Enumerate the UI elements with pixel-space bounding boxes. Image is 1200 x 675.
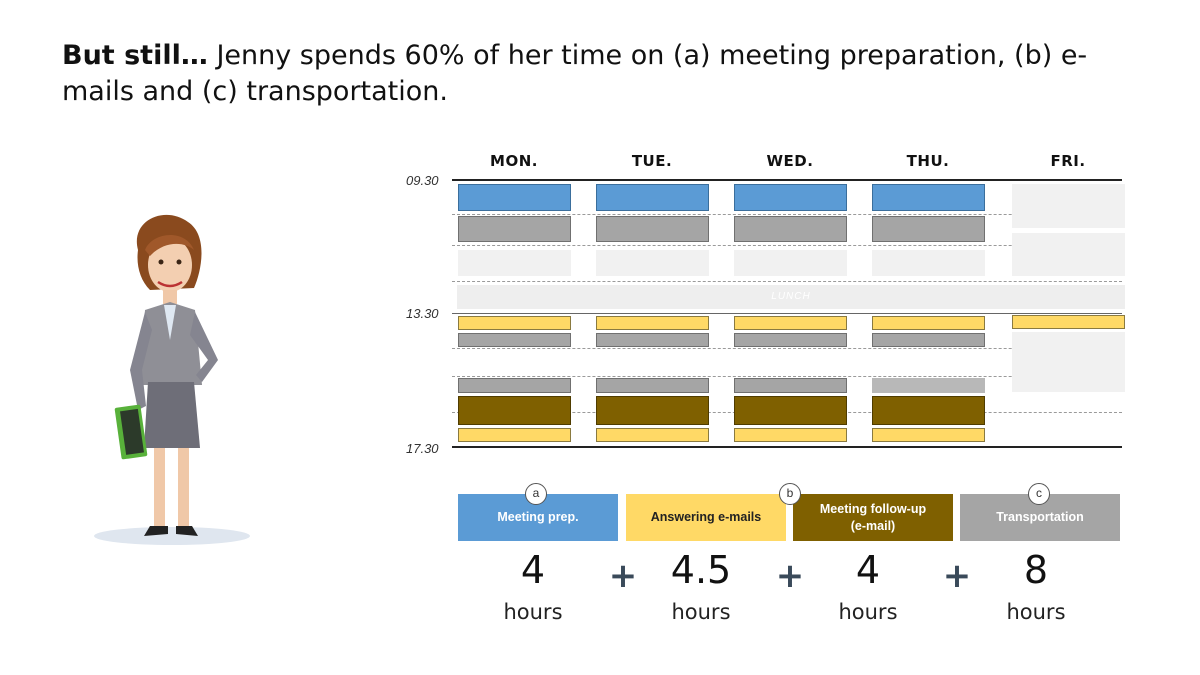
legend-answering-emails: Answering e-mails <box>626 494 786 541</box>
block-transportation <box>596 378 709 393</box>
block-transportation <box>596 333 709 347</box>
block-meeting-prep <box>734 184 847 211</box>
legend-label-line1: Meeting follow-up <box>819 501 927 516</box>
block-transportation <box>872 378 985 393</box>
title-text: Jenny spends 60% of her time on (a) meet… <box>62 40 1088 107</box>
block-transportation <box>596 216 709 242</box>
legend-label-line2: (e-mail) <box>850 518 896 533</box>
block-meeting-prep <box>872 184 985 211</box>
businesswoman-illustration <box>94 214 250 545</box>
block-emails <box>734 316 847 330</box>
unit-hours: hours <box>1006 600 1066 624</box>
block-emails <box>458 428 571 442</box>
time-label-1330: 13.30 <box>406 306 439 321</box>
block-emails <box>1012 315 1125 329</box>
block-free <box>734 250 847 276</box>
day-thursday: THU. <box>906 152 950 170</box>
grid-line-top <box>452 179 1122 181</box>
block-follow-up <box>458 396 571 425</box>
block-emails <box>872 428 985 442</box>
block-follow-up <box>734 396 847 425</box>
total-transportation: 8 <box>1023 548 1049 592</box>
block-free <box>872 250 985 276</box>
block-transportation <box>872 333 985 347</box>
day-friday: FRI. <box>1050 152 1086 170</box>
block-transportation <box>734 216 847 242</box>
block-meeting-prep <box>458 184 571 211</box>
unit-hours: hours <box>503 600 563 624</box>
block-emails <box>596 428 709 442</box>
block-free <box>1012 332 1125 392</box>
unit-hours: hours <box>838 600 898 624</box>
plus-icon: + <box>942 556 972 596</box>
block-meeting-prep <box>596 184 709 211</box>
unit-hours: hours <box>671 600 731 624</box>
time-label-1730: 17.30 <box>406 441 439 456</box>
grid-line-bottom <box>452 446 1122 448</box>
total-meeting-prep: 4 <box>520 548 546 592</box>
grid-line-mid <box>452 313 1122 314</box>
badge-a: a <box>525 483 547 505</box>
block-free <box>596 250 709 276</box>
block-free <box>1012 233 1125 276</box>
lunch-band: LUNCH <box>457 285 1125 309</box>
legend-label: Meeting prep. <box>497 510 579 524</box>
day-headers: MON. TUE. WED. THU. FRI. <box>0 152 1200 172</box>
grid-dash <box>452 214 1122 215</box>
block-transportation <box>458 333 571 347</box>
day-monday: MON. <box>490 152 538 170</box>
legend-follow-up: Meeting follow-up (e-mail) <box>793 494 953 541</box>
grid-dash <box>452 376 1122 377</box>
block-follow-up <box>596 396 709 425</box>
block-emails <box>734 428 847 442</box>
block-emails <box>596 316 709 330</box>
block-transportation <box>872 216 985 242</box>
block-free <box>458 250 571 276</box>
block-transportation <box>734 333 847 347</box>
time-label-0930: 09.30 <box>406 173 439 188</box>
total-emails: 4.5 <box>670 548 732 592</box>
badge-b: b <box>779 483 801 505</box>
grid-dash <box>452 245 1122 246</box>
legend-label: Transportation <box>996 510 1084 524</box>
block-transportation <box>734 378 847 393</box>
block-transportation <box>458 378 571 393</box>
slide-title: But still… Jenny spends 60% of her time … <box>62 38 1142 110</box>
block-transportation <box>458 216 571 242</box>
block-emails <box>872 316 985 330</box>
block-follow-up <box>872 396 985 425</box>
grid-dash <box>452 348 1122 349</box>
grid-dash <box>452 281 1122 282</box>
day-wednesday: WED. <box>766 152 814 170</box>
day-tuesday: TUE. <box>631 152 673 170</box>
plus-icon: + <box>775 556 805 596</box>
plus-icon: + <box>608 556 638 596</box>
legend-label: Answering e-mails <box>650 510 762 524</box>
badge-c: c <box>1028 483 1050 505</box>
block-emails <box>458 316 571 330</box>
total-follow-up: 4 <box>855 548 881 592</box>
title-bold: But still… <box>62 40 208 71</box>
block-free <box>1012 184 1125 228</box>
